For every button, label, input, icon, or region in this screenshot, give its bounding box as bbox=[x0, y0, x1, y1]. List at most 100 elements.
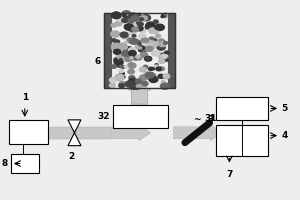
Circle shape bbox=[141, 39, 146, 43]
Circle shape bbox=[112, 12, 120, 17]
Circle shape bbox=[161, 81, 165, 83]
Circle shape bbox=[164, 42, 168, 44]
Text: 5: 5 bbox=[282, 104, 288, 113]
Polygon shape bbox=[68, 120, 81, 146]
Circle shape bbox=[164, 15, 168, 18]
Circle shape bbox=[156, 40, 164, 45]
Circle shape bbox=[140, 52, 148, 57]
Circle shape bbox=[119, 59, 122, 60]
Circle shape bbox=[146, 73, 156, 79]
Bar bbox=[104, 13, 175, 88]
Circle shape bbox=[159, 39, 164, 42]
Circle shape bbox=[136, 84, 142, 88]
Circle shape bbox=[122, 44, 127, 48]
Circle shape bbox=[128, 14, 131, 16]
Circle shape bbox=[158, 68, 161, 70]
Text: 7: 7 bbox=[226, 170, 232, 179]
Bar bbox=[113, 105, 168, 128]
Circle shape bbox=[138, 42, 147, 48]
FancyArrow shape bbox=[128, 88, 151, 114]
Circle shape bbox=[115, 77, 118, 79]
Text: 32: 32 bbox=[98, 112, 110, 121]
Circle shape bbox=[159, 56, 168, 62]
Circle shape bbox=[141, 15, 151, 21]
Circle shape bbox=[148, 67, 153, 70]
Circle shape bbox=[122, 50, 131, 56]
Circle shape bbox=[153, 20, 158, 23]
Circle shape bbox=[117, 54, 125, 60]
Circle shape bbox=[160, 67, 162, 69]
Text: 8: 8 bbox=[2, 159, 8, 168]
Circle shape bbox=[112, 46, 118, 50]
Circle shape bbox=[140, 67, 146, 72]
Circle shape bbox=[140, 42, 147, 47]
Circle shape bbox=[140, 75, 148, 80]
Circle shape bbox=[131, 16, 139, 21]
Bar bbox=[11, 154, 39, 173]
Circle shape bbox=[119, 82, 126, 86]
Circle shape bbox=[148, 41, 158, 47]
Circle shape bbox=[129, 83, 138, 89]
Circle shape bbox=[165, 51, 169, 54]
Circle shape bbox=[124, 14, 130, 18]
Circle shape bbox=[145, 72, 154, 78]
Circle shape bbox=[110, 78, 117, 83]
Circle shape bbox=[139, 34, 146, 39]
Circle shape bbox=[119, 84, 125, 88]
Circle shape bbox=[118, 46, 124, 50]
Circle shape bbox=[146, 40, 152, 43]
Circle shape bbox=[135, 79, 141, 83]
Circle shape bbox=[122, 11, 131, 17]
Circle shape bbox=[131, 24, 140, 30]
Circle shape bbox=[149, 77, 158, 82]
Circle shape bbox=[129, 13, 137, 19]
Circle shape bbox=[140, 18, 144, 21]
Circle shape bbox=[122, 18, 128, 23]
Circle shape bbox=[159, 56, 162, 59]
Circle shape bbox=[148, 37, 157, 43]
Circle shape bbox=[132, 27, 139, 32]
Circle shape bbox=[144, 49, 147, 51]
Circle shape bbox=[160, 42, 163, 43]
Circle shape bbox=[123, 14, 128, 17]
Circle shape bbox=[130, 57, 133, 59]
Text: 6: 6 bbox=[95, 57, 101, 66]
Circle shape bbox=[146, 22, 155, 28]
Circle shape bbox=[135, 40, 139, 43]
Bar bbox=[217, 97, 268, 120]
Circle shape bbox=[143, 53, 146, 55]
Circle shape bbox=[129, 15, 136, 20]
Circle shape bbox=[128, 63, 136, 68]
FancyArrow shape bbox=[111, 125, 151, 141]
Circle shape bbox=[128, 48, 136, 53]
Circle shape bbox=[163, 74, 170, 78]
Circle shape bbox=[141, 16, 148, 20]
Circle shape bbox=[149, 44, 156, 49]
Text: ~  3: ~ 3 bbox=[194, 115, 214, 124]
Circle shape bbox=[114, 59, 118, 61]
Circle shape bbox=[120, 72, 124, 75]
Circle shape bbox=[125, 81, 134, 87]
Circle shape bbox=[146, 57, 150, 60]
Circle shape bbox=[128, 51, 136, 56]
Circle shape bbox=[120, 45, 127, 50]
Circle shape bbox=[151, 67, 155, 70]
Circle shape bbox=[115, 74, 124, 80]
Circle shape bbox=[111, 65, 116, 68]
Circle shape bbox=[112, 43, 121, 49]
Circle shape bbox=[112, 78, 114, 79]
Circle shape bbox=[158, 42, 166, 47]
Circle shape bbox=[124, 66, 128, 68]
Circle shape bbox=[125, 41, 128, 43]
Circle shape bbox=[148, 77, 154, 81]
Circle shape bbox=[160, 53, 164, 56]
Circle shape bbox=[132, 35, 136, 37]
Circle shape bbox=[111, 23, 116, 27]
Circle shape bbox=[133, 56, 139, 60]
Circle shape bbox=[136, 42, 143, 48]
Circle shape bbox=[140, 28, 146, 32]
Circle shape bbox=[149, 28, 157, 33]
Circle shape bbox=[111, 31, 120, 37]
Circle shape bbox=[122, 66, 125, 68]
Circle shape bbox=[138, 47, 145, 52]
